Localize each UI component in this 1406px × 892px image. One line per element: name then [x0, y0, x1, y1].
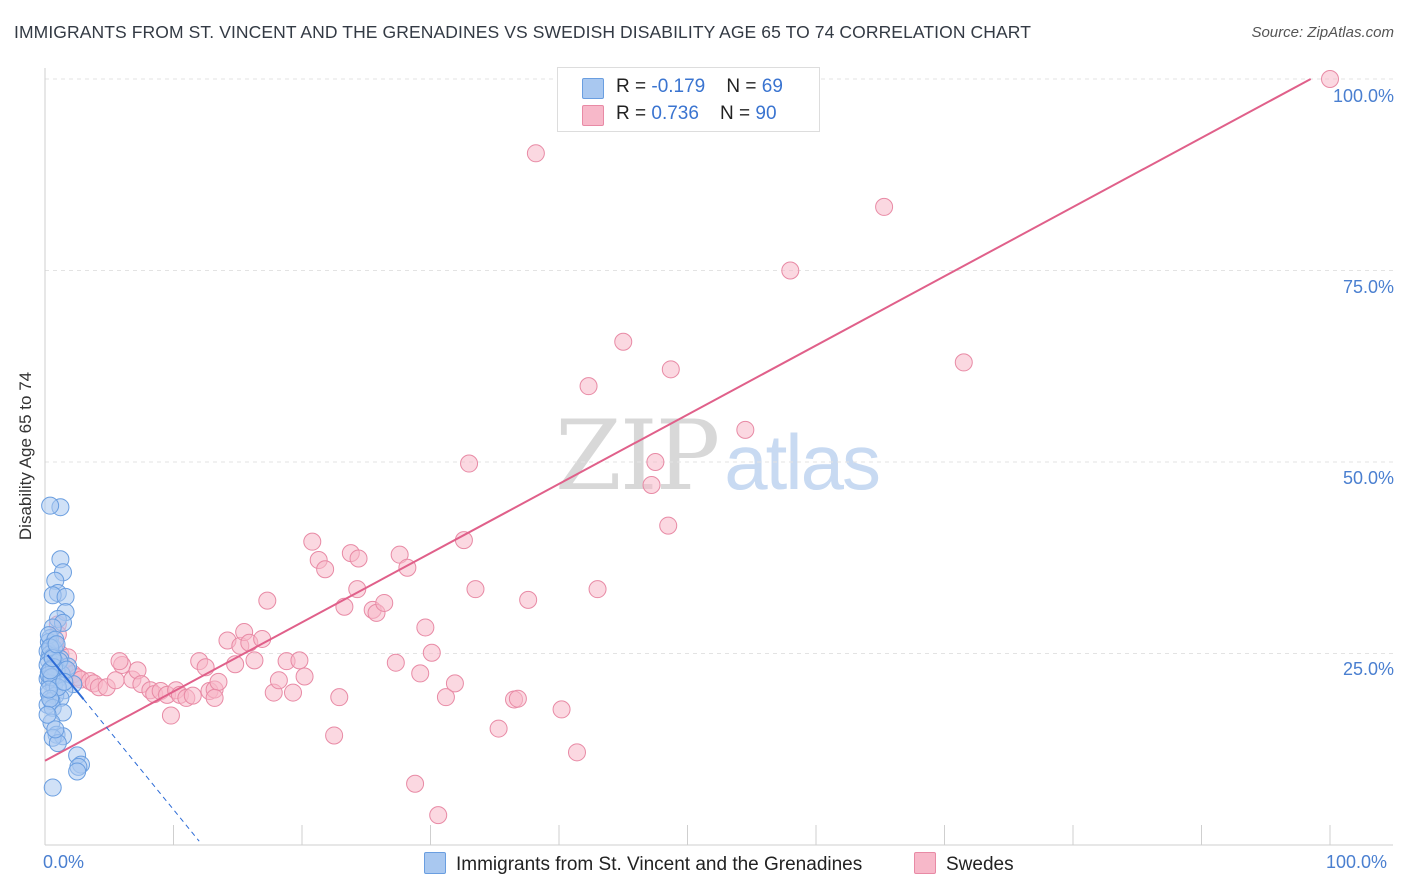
swedes-point: [445, 674, 464, 693]
swedes-point: [552, 700, 571, 719]
immigrants-point: [41, 496, 60, 515]
x-tick-label-0: 0.0%: [43, 852, 85, 872]
immigrants-point: [47, 635, 66, 654]
bottom-legend-swatch-pink: [914, 852, 936, 874]
swedes-point: [183, 686, 202, 705]
swedes-point: [330, 688, 349, 707]
swedes-point: [508, 689, 527, 708]
swedes-point: [489, 719, 508, 738]
swedes-point: [205, 688, 224, 707]
grid-lines: [45, 78, 1393, 654]
swedes-point: [614, 332, 633, 351]
swedes-point: [110, 652, 129, 671]
bottom-legend-immigrants: Immigrants from St. Vincent and the Gren…: [424, 852, 862, 876]
swedes-point: [588, 580, 607, 599]
legend-n-label: N =: [720, 103, 756, 124]
swedes-point: [416, 618, 435, 637]
swedes-point: [436, 688, 455, 707]
source-label: Source: ZipAtlas.com: [1251, 24, 1394, 41]
swedes-point: [245, 651, 264, 670]
immigrants-point: [39, 680, 58, 699]
swedes-point: [303, 532, 322, 551]
legend-swatch-pink: [582, 105, 604, 126]
y-axis-label: Disability Age 65 to 74: [16, 371, 35, 541]
immigrants-trend-line-solid: [46, 654, 85, 700]
swedes-point: [466, 580, 485, 599]
bottom-legend-label-immigrants: Immigrants from St. Vincent and the Gren…: [456, 854, 863, 875]
axes: [44, 68, 1393, 846]
swedes-point: [349, 549, 368, 568]
swedes-point: [269, 671, 288, 690]
swedes-point: [736, 420, 755, 439]
swedes-point: [1321, 70, 1339, 88]
legend-r-label: R =: [616, 76, 652, 97]
legend-n-label: N =: [726, 76, 762, 97]
y-tick-label-25: 25.0%: [1342, 659, 1394, 679]
swedes-point: [526, 144, 545, 163]
swedes-point: [411, 664, 430, 683]
swedes-point: [567, 743, 586, 762]
legend-n-value: 90: [755, 103, 777, 124]
swedes-points: [46, 70, 1339, 825]
swedes-point: [209, 672, 228, 691]
trend-lines: [44, 78, 1312, 842]
swedes-point: [781, 261, 800, 280]
swedes-point: [375, 593, 394, 612]
swedes-point: [519, 590, 538, 609]
swedes-point: [316, 560, 335, 579]
legend-r-label: R =: [616, 103, 652, 124]
swedes-point: [422, 643, 441, 662]
swedes-point: [290, 651, 309, 670]
swedes-point: [295, 667, 314, 686]
bottom-legend-swedes: Swedes: [914, 852, 1014, 876]
swedes-point: [106, 671, 125, 690]
watermark-zip: ZIP: [555, 400, 720, 512]
y-tick-label-75: 75.0%: [1342, 277, 1394, 297]
swedes-point: [258, 591, 277, 610]
legend-n-value: 69: [761, 76, 783, 97]
bottom-legend-label-swedes: Swedes: [946, 854, 1014, 875]
legend-swatch-blue: [582, 78, 604, 99]
swedes-point: [460, 454, 479, 473]
swedes-point: [284, 683, 303, 702]
swedes-point: [659, 516, 678, 535]
immigrants-points: [38, 496, 90, 797]
swedes-point: [875, 197, 894, 216]
x-tick-label-100: 100.0%: [1326, 852, 1388, 872]
y-tick-label-100: 100.0%: [1332, 86, 1394, 106]
immigrants-point: [43, 778, 62, 797]
legend-r-value: -0.179: [651, 76, 706, 97]
swedes-trend-line: [44, 78, 1312, 762]
swedes-point: [661, 360, 680, 379]
immigrants-point: [55, 672, 74, 691]
swedes-point: [348, 580, 367, 599]
swedes-point: [161, 706, 180, 725]
swedes-point: [406, 774, 425, 793]
swedes-point: [386, 653, 405, 672]
immigrants-point: [38, 705, 57, 724]
legend-r-value: 0.736: [651, 103, 699, 124]
y-tick-label-50: 50.0%: [1342, 468, 1394, 488]
immigrants-trend-line-dashed: [83, 698, 200, 842]
immigrants-point: [56, 587, 75, 606]
correlation-legend: R = -0.179 N = 69 R = 0.736 N = 90: [557, 67, 820, 132]
swedes-point: [954, 353, 973, 372]
bottom-legend-swatch-blue: [424, 852, 446, 874]
immigrants-point: [46, 720, 65, 739]
swedes-point: [646, 453, 665, 471]
swedes-point: [579, 377, 598, 396]
swedes-point: [642, 475, 661, 494]
chart-title: IMMIGRANTS FROM ST. VINCENT AND THE GREN…: [14, 22, 1032, 42]
swedes-point: [325, 726, 344, 745]
swedes-point: [335, 597, 354, 616]
immigrants-point: [68, 762, 87, 781]
swedes-point: [429, 806, 448, 825]
